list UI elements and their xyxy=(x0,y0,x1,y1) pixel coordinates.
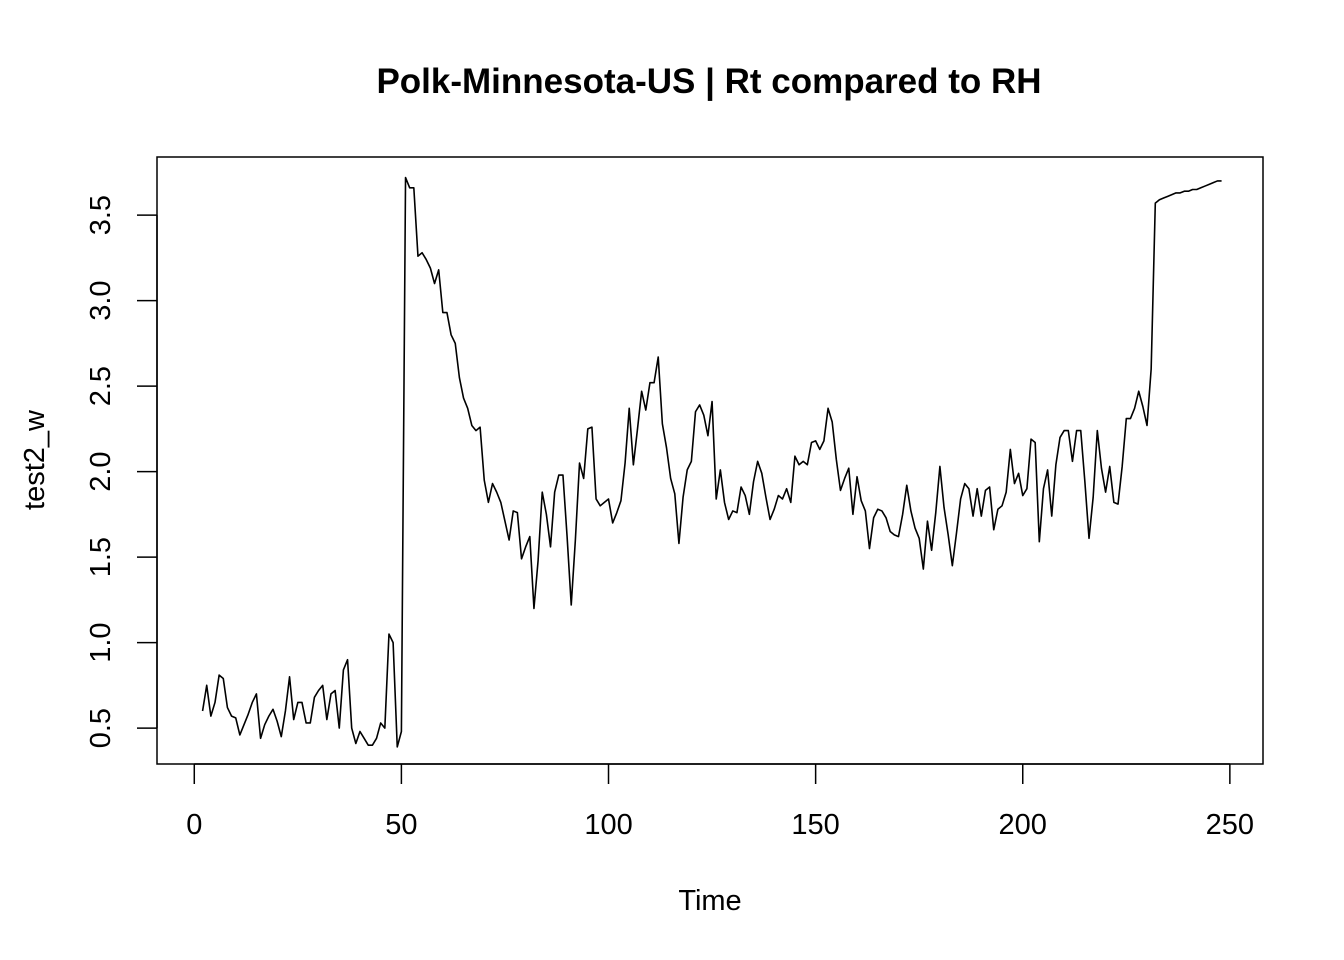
x-axis-label: Time xyxy=(678,885,741,917)
plot-frame xyxy=(156,156,1264,765)
x-tick-label: 100 xyxy=(584,809,632,841)
x-tick-label: 0 xyxy=(186,809,202,841)
x-axis: 0 50 100 150 200 250 xyxy=(186,763,1254,841)
series-line xyxy=(201,176,1222,748)
y-tick-label: 3.0 xyxy=(85,280,117,320)
series-layer xyxy=(201,176,1222,748)
y-tick-label: 2.0 xyxy=(85,451,117,491)
x-tick-label: 150 xyxy=(791,809,839,841)
y-tick-label: 3.5 xyxy=(85,195,117,235)
y-tick-label: 0.5 xyxy=(85,708,117,748)
y-axis: 0.5 1.0 1.5 2.0 2.5 3.0 3.5 xyxy=(85,195,158,748)
chart-title: Polk-Minnesota-US | Rt compared to RH xyxy=(376,62,1041,101)
y-axis-label: test2_w xyxy=(19,409,51,510)
y-tick-label: 1.5 xyxy=(85,537,117,577)
x-tick-label: 250 xyxy=(1206,809,1254,841)
x-tick-label: 200 xyxy=(999,809,1047,841)
y-tick-label: 2.5 xyxy=(85,366,117,406)
y-tick-label: 1.0 xyxy=(85,622,117,662)
x-tick-label: 50 xyxy=(385,809,417,841)
